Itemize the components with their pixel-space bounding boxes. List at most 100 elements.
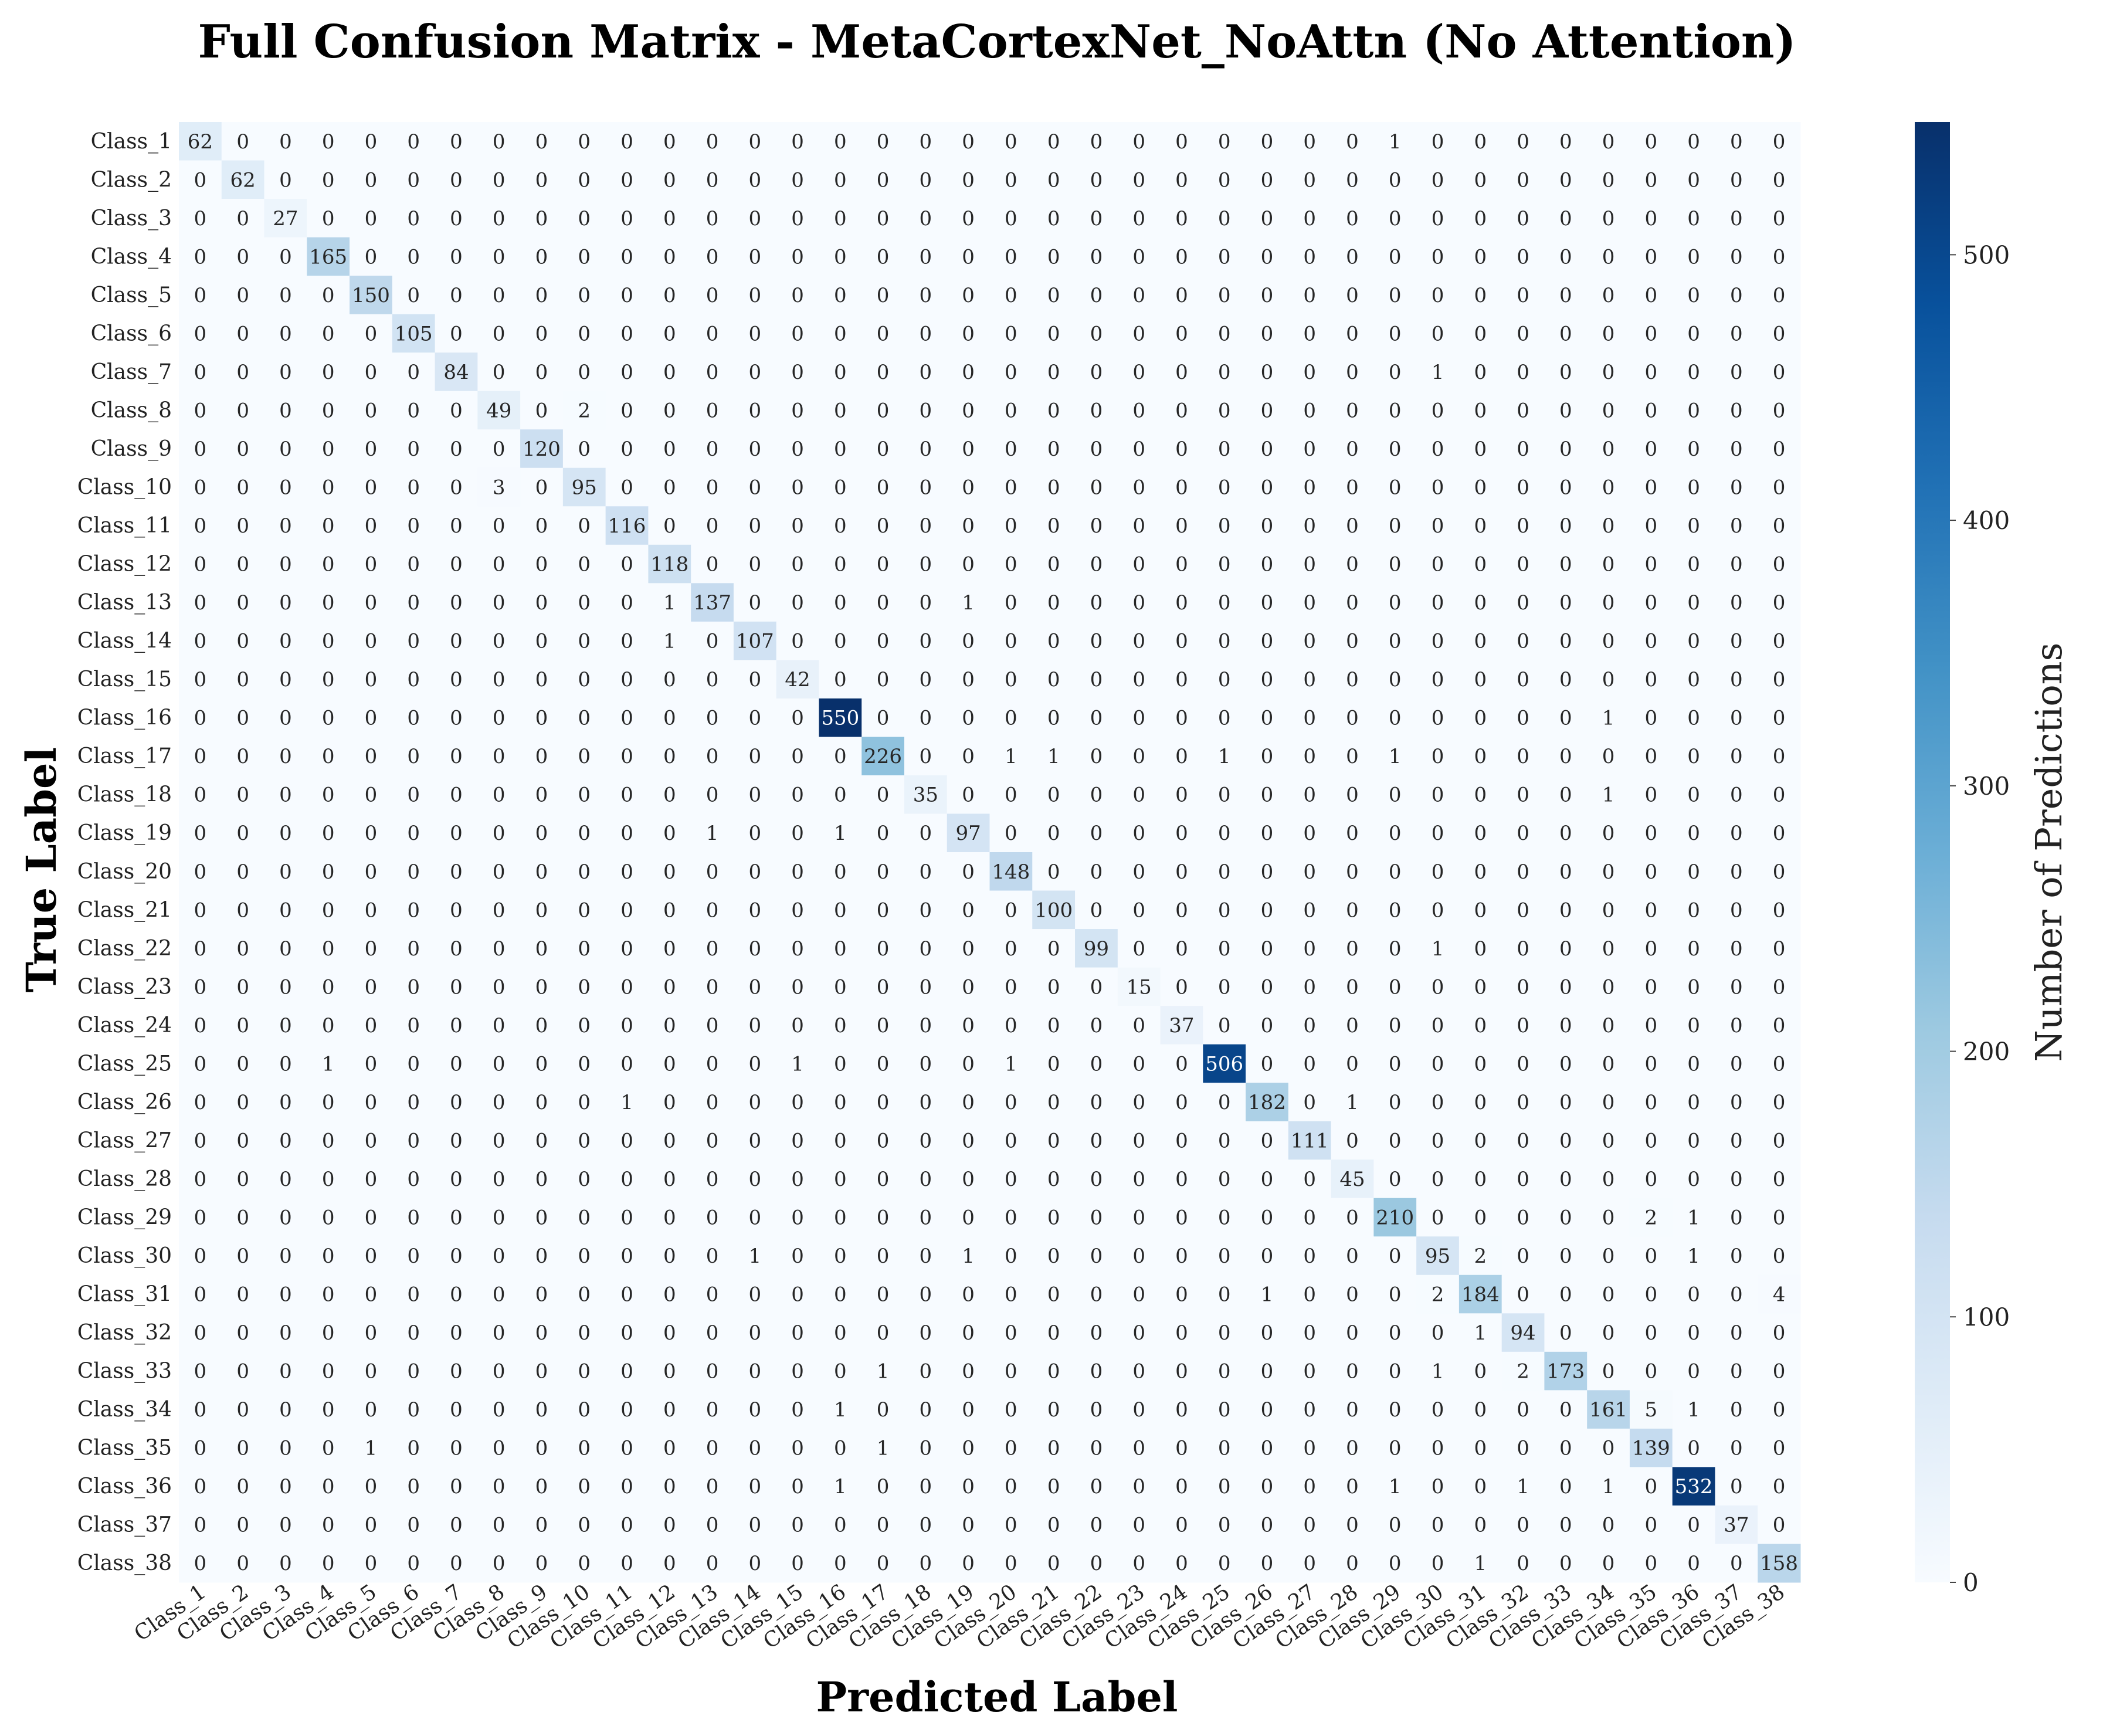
cell-value-label: 0 <box>620 1283 633 1307</box>
heatmap-cell <box>1331 352 1374 392</box>
cell-value-label: 0 <box>1261 860 1274 884</box>
cell-value-label: 0 <box>1517 1014 1529 1037</box>
heatmap-cell <box>562 237 606 276</box>
cell-value-label: 0 <box>962 130 975 154</box>
cell-value-label: 0 <box>1005 130 1017 154</box>
cell-value-label: 0 <box>365 1091 378 1114</box>
cell-value-label: 0 <box>1602 668 1615 691</box>
cell-value-label: 0 <box>1218 937 1231 961</box>
cell-value-label: 0 <box>1730 745 1743 768</box>
cell-value-label: 0 <box>1047 1552 1060 1575</box>
cell-value-label: 0 <box>1175 438 1188 461</box>
cell-value-label: 0 <box>663 284 676 307</box>
heatmap-cell <box>221 583 265 622</box>
heatmap-cell <box>1032 276 1076 315</box>
heatmap-cell <box>520 544 564 584</box>
heatmap-cell <box>648 391 691 430</box>
cell-value-label: 0 <box>834 322 847 345</box>
heatmap-cell <box>1758 506 1801 545</box>
cell-value-label: 0 <box>407 1552 420 1575</box>
cell-value-label: 0 <box>1261 284 1274 307</box>
heatmap-cell <box>1544 352 1588 392</box>
cell-value-label: 0 <box>365 130 378 154</box>
heatmap-cell <box>1032 122 1076 161</box>
heatmap-cell <box>1715 506 1758 545</box>
cell-value-label: 0 <box>1687 399 1700 422</box>
cell-value-label: 0 <box>1346 898 1359 922</box>
heatmap-cell <box>1587 467 1630 507</box>
cell-value-label: 0 <box>1559 1552 1572 1575</box>
cell-value-label: 0 <box>578 168 591 192</box>
heatmap-cell <box>435 391 478 430</box>
cell-value-label: 0 <box>920 822 932 845</box>
cell-value-label: 0 <box>1389 668 1402 691</box>
cell-value-label: 0 <box>1517 514 1529 538</box>
y-tick-label: Class_20 <box>77 860 172 884</box>
cell-value-label: 0 <box>663 1129 676 1152</box>
cell-value-label: 0 <box>620 822 633 845</box>
cell-value-label: 0 <box>1389 476 1402 500</box>
cell-value-label: 0 <box>322 937 335 961</box>
heatmap-cell <box>1458 122 1502 161</box>
heatmap-cell <box>605 429 649 469</box>
cell-value-label: 0 <box>1218 860 1231 884</box>
cell-value-label: 0 <box>1261 937 1274 961</box>
heatmap-cell <box>1458 276 1502 315</box>
cell-value-label: 0 <box>962 1091 975 1114</box>
cell-value-label: 0 <box>493 322 506 345</box>
cell-value-label: 0 <box>1602 245 1615 269</box>
cell-value-label: 0 <box>1261 514 1274 538</box>
cell-value-label: 0 <box>920 322 932 345</box>
cell-value-label: 0 <box>1175 399 1188 422</box>
cell-value-label: 0 <box>920 860 932 884</box>
cell-value-label: 0 <box>663 168 676 192</box>
cell-value-label: 0 <box>1687 438 1700 461</box>
cell-value-label: 0 <box>748 1129 761 1152</box>
cell-value-label: 0 <box>834 399 847 422</box>
cell-value-label: 0 <box>493 860 506 884</box>
cell-value-label: 0 <box>1687 822 1700 845</box>
heatmap-cell <box>605 352 649 392</box>
heatmap-cell <box>1373 122 1417 161</box>
cell-value-label: 0 <box>535 591 548 615</box>
cell-value-label: 0 <box>1517 1245 1529 1268</box>
cell-value-label: 37 <box>1169 1014 1194 1037</box>
heatmap-cell <box>733 467 777 507</box>
heatmap-cell <box>1246 391 1289 430</box>
cell-value-label: 0 <box>236 630 249 653</box>
cell-value-label: 0 <box>920 1129 932 1152</box>
cell-value-label: 0 <box>365 1206 378 1230</box>
cell-value-label: 0 <box>236 1206 249 1230</box>
cell-value-label: 0 <box>1517 937 1529 961</box>
cell-value-label: 0 <box>1261 476 1274 500</box>
cell-value-label: 0 <box>1517 745 1529 768</box>
cell-value-label: 0 <box>1389 1437 1402 1460</box>
cell-value-label: 0 <box>1132 745 1145 768</box>
cell-value-label: 0 <box>1687 707 1700 730</box>
cell-value-label: 0 <box>1559 361 1572 384</box>
cell-value-label: 0 <box>493 937 506 961</box>
heatmap-cell <box>562 160 606 199</box>
cell-value-label: 0 <box>407 1437 420 1460</box>
heatmap-cell <box>1288 237 1332 276</box>
cell-value-label: 0 <box>1687 1437 1700 1460</box>
cell-value-label: 0 <box>194 1398 207 1422</box>
heatmap-cell <box>1246 583 1289 622</box>
heatmap-cell <box>605 583 649 622</box>
heatmap-cell <box>648 506 691 545</box>
cell-value-label: 0 <box>365 438 378 461</box>
cell-value-label: 0 <box>365 784 378 807</box>
cell-value-label: 0 <box>1261 745 1274 768</box>
cell-value-label: 0 <box>1218 245 1231 269</box>
cell-value-label: 0 <box>1645 1552 1658 1575</box>
cell-value-label: 0 <box>1517 860 1529 884</box>
cell-value-label: 0 <box>578 1168 591 1191</box>
cell-value-label: 0 <box>1474 707 1487 730</box>
heatmap-cell <box>1672 160 1715 199</box>
cell-value-label: 0 <box>1303 860 1316 884</box>
heatmap-cell <box>1373 467 1417 507</box>
cell-value-label: 0 <box>236 784 249 807</box>
cell-value-label: 0 <box>1559 1283 1572 1307</box>
cell-value-label: 0 <box>1645 668 1658 691</box>
cell-value-label: 0 <box>1218 207 1231 230</box>
